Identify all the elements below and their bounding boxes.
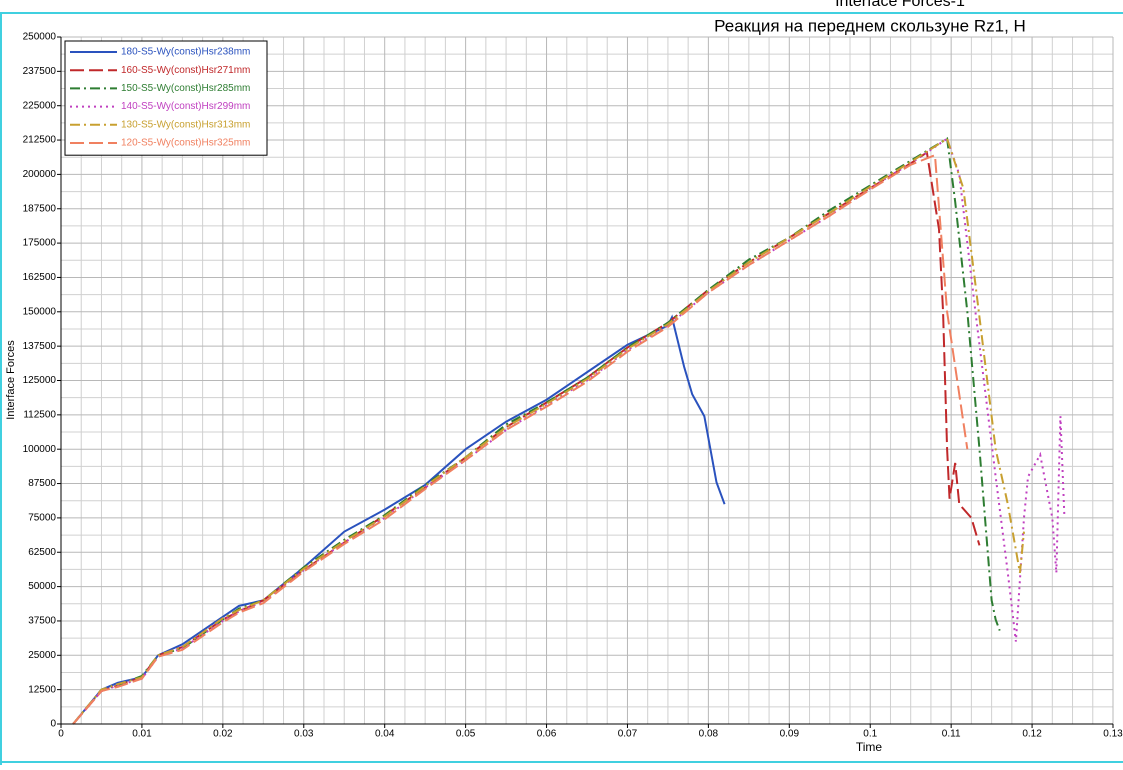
x-axis-label: Time bbox=[856, 740, 883, 754]
axes: 0 0.01 0.02 0.03 0.04 0.05 0.06 0.07 0.08 0.09 0.1… bbox=[23, 32, 1123, 740]
window-title: Interface Forces-1 bbox=[835, 0, 965, 10]
legend: 180-S5-Wy(const)Hsr238mm 160-S5-Wy(const)… bbox=[64, 40, 268, 156]
y-tick-label: 100000 bbox=[23, 444, 57, 455]
y-tick-label: 0 bbox=[50, 719, 56, 730]
y-tick-label: 50000 bbox=[28, 581, 56, 592]
y-tick-label: 137500 bbox=[23, 341, 57, 352]
chart-title: Реакция на переднем скользуне Rz1, H bbox=[714, 16, 1026, 35]
y-tick-label: 212500 bbox=[23, 135, 57, 146]
y-tick-label: 162500 bbox=[23, 272, 57, 283]
legend-label: 130-S5-Wy(const)Hsr313mm bbox=[121, 119, 250, 130]
series-line bbox=[72, 137, 1001, 725]
y-tick-label: 62500 bbox=[28, 547, 56, 558]
x-tick-label: 0 bbox=[58, 729, 64, 740]
x-tick-label: 0.01 bbox=[132, 729, 152, 740]
x-tick-label: 0.12 bbox=[1022, 729, 1042, 740]
x-tick-label: 0.03 bbox=[294, 729, 314, 740]
x-tick-label: 0.02 bbox=[213, 729, 233, 740]
y-tick-label: 87500 bbox=[28, 478, 56, 489]
x-tick-label: 0.08 bbox=[699, 729, 719, 740]
y-tick-label: 75000 bbox=[28, 513, 56, 524]
x-tick-label: 0.13 bbox=[1103, 729, 1123, 740]
y-tick-label: 112500 bbox=[23, 409, 56, 420]
y-axis-label: Interface Forces bbox=[5, 340, 17, 420]
y-tick-label: 237500 bbox=[23, 66, 57, 77]
y-tick-label: 37500 bbox=[28, 616, 56, 627]
legend-box bbox=[64, 40, 268, 156]
legend-label: 120-S5-Wy(const)Hsr325mm bbox=[121, 138, 250, 149]
y-tick-label: 25000 bbox=[28, 650, 56, 661]
y-tick-label: 225000 bbox=[23, 100, 57, 111]
x-tick-label: 0.09 bbox=[780, 729, 800, 740]
legend-label: 140-S5-Wy(const)Hsr299mm bbox=[121, 101, 250, 112]
plot-lines bbox=[72, 137, 1066, 725]
y-tick-label: 175000 bbox=[23, 238, 57, 249]
y-tick-label: 200000 bbox=[23, 169, 57, 180]
x-tick-label: 0.06 bbox=[537, 729, 557, 740]
x-tick-label: 0.07 bbox=[618, 729, 638, 740]
y-tick-label: 12500 bbox=[28, 684, 56, 695]
series-line bbox=[72, 137, 1025, 725]
x-tick-label: 0.1 bbox=[863, 729, 877, 740]
y-tick-label: 250000 bbox=[23, 32, 57, 43]
legend-label: 180-S5-Wy(const)Hsr238mm bbox=[121, 47, 250, 58]
legend-label: 150-S5-Wy(const)Hsr285mm bbox=[121, 83, 250, 94]
legend-label: 160-S5-Wy(const)Hsr271mm bbox=[121, 65, 250, 76]
y-tick-label: 187500 bbox=[23, 203, 57, 214]
y-tick-label: 150000 bbox=[23, 306, 57, 317]
x-tick-label: 0.11 bbox=[942, 729, 961, 740]
x-tick-label: 0.04 bbox=[375, 729, 395, 740]
x-tick-label: 0.05 bbox=[456, 729, 476, 740]
y-tick-label: 125000 bbox=[23, 375, 57, 386]
